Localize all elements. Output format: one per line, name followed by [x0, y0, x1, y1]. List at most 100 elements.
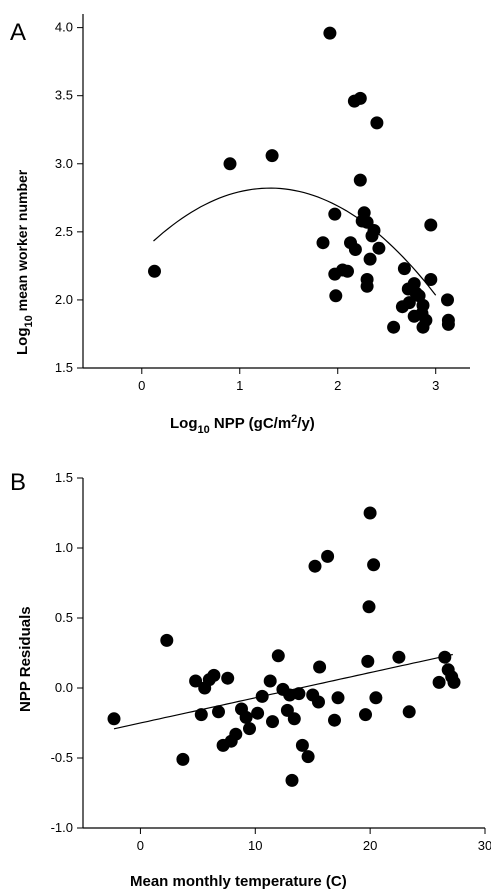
y-tick-label: 2.5 [55, 224, 73, 239]
y-tick-label: -1.0 [51, 820, 73, 835]
panel-b-letter: B [10, 469, 26, 496]
y-tick-label: 2.0 [55, 292, 73, 307]
panel-a-x-ticks: 0 1 2 3 [138, 368, 439, 393]
data-point [362, 600, 376, 614]
data-point [329, 289, 343, 303]
x-tick-label: 2 [334, 378, 341, 393]
data-point [409, 286, 423, 300]
data-point [323, 26, 337, 40]
data-point [363, 506, 377, 520]
x-tick-label: 0 [138, 378, 145, 393]
panel-a-ylabel-rest: mean worker number [14, 169, 30, 315]
panel-a-x-axis-label: Log10 NPP (gC/m2/y) [170, 413, 315, 436]
data-point [392, 650, 406, 664]
y-tick-label: 1.5 [55, 360, 73, 375]
data-point [176, 752, 190, 766]
x-tick-label: 3 [432, 378, 439, 393]
data-point [367, 224, 381, 237]
data-point [331, 691, 345, 705]
data-point [221, 671, 235, 685]
data-point [189, 674, 203, 688]
data-point [363, 252, 377, 266]
data-point [360, 279, 374, 293]
data-point [441, 293, 454, 307]
data-point [295, 738, 309, 752]
y-tick-label: 1.0 [55, 540, 73, 555]
y-tick-label: 0.5 [55, 610, 73, 625]
data-point [341, 264, 354, 278]
data-point [312, 695, 325, 709]
x-tick-label: 30 [478, 838, 491, 853]
panel-a-points [148, 26, 455, 334]
panel-a-xlabel-main: Log [170, 415, 198, 432]
data-point [301, 750, 315, 764]
x-tick-label: 1 [236, 378, 243, 393]
data-point [361, 654, 375, 668]
data-point [387, 320, 401, 334]
data-point [148, 264, 161, 278]
data-point [263, 674, 277, 688]
data-point [251, 706, 265, 720]
data-point [424, 273, 438, 286]
data-point [255, 689, 269, 703]
panel-a-ylabel-main: Log [14, 328, 31, 356]
data-point [438, 650, 452, 664]
data-point [372, 241, 386, 255]
data-point [432, 675, 446, 689]
data-point [441, 317, 455, 331]
data-point [160, 633, 174, 647]
panel-a-fit-curve [153, 187, 437, 296]
data-point [266, 715, 279, 729]
data-point [328, 207, 342, 221]
data-point [328, 713, 341, 727]
data-point [285, 773, 299, 787]
y-tick-label: 3.5 [55, 88, 73, 103]
data-point [207, 668, 221, 682]
panel-a-xlabel-mid: NPP (gC/m [210, 415, 291, 432]
data-point [316, 236, 330, 250]
data-point [402, 705, 416, 719]
data-point [447, 675, 461, 689]
data-point [367, 558, 381, 572]
panel-b: B -1.0 -0.5 0.0 0.5 1.0 1.5 0 10 20 30 NPP Resid… [10, 469, 491, 890]
data-point [287, 712, 301, 726]
data-point [194, 708, 208, 722]
panel-a-xlabel-sup: 2 [291, 413, 297, 425]
data-point [107, 712, 121, 726]
panel-b-x-axis-label: Mean monthly temperature (C) [130, 873, 347, 890]
data-point [415, 307, 429, 320]
data-point [229, 727, 243, 741]
y-tick-label: 1.5 [55, 470, 73, 485]
data-point [369, 691, 383, 705]
data-point [370, 116, 384, 130]
data-point [265, 149, 279, 163]
panel-b-x-ticks: 0 10 20 30 [137, 828, 491, 853]
data-point [402, 296, 416, 310]
data-point [212, 705, 225, 719]
panel-a-xlabel-sub: 10 [198, 424, 210, 436]
data-point [271, 649, 285, 663]
data-point [308, 559, 322, 573]
x-tick-label: 10 [248, 838, 262, 853]
y-tick-label: 4.0 [55, 20, 73, 35]
panel-b-points [107, 506, 461, 787]
data-point [353, 91, 367, 105]
data-point [359, 708, 372, 722]
x-tick-label: 20 [363, 838, 377, 853]
data-point [239, 710, 253, 724]
x-tick-label: 0 [137, 838, 144, 853]
data-point [321, 549, 335, 563]
panel-b-y-ticks: -1.0 -0.5 0.0 0.5 1.0 1.5 [51, 470, 83, 835]
data-point [424, 218, 438, 232]
panel-b-y-axis-label: NPP Residuals [17, 606, 34, 712]
panel-a-y-axis-label: Log10 mean worker number [14, 169, 35, 355]
data-point [348, 243, 362, 256]
panel-a-xlabel-rest: /y) [297, 415, 315, 432]
y-tick-label: 0.0 [55, 680, 73, 695]
panel-b-axes [82, 478, 485, 829]
data-point [353, 173, 367, 187]
data-point [397, 262, 411, 276]
y-tick-label: 3.0 [55, 156, 73, 171]
